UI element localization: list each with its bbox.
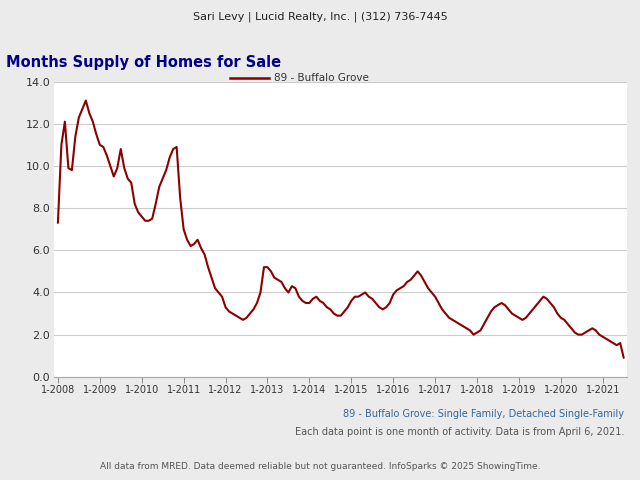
Text: Months Supply of Homes for Sale: Months Supply of Homes for Sale [6,55,282,70]
Text: Sari Levy | Lucid Realty, Inc. | (312) 736-7445: Sari Levy | Lucid Realty, Inc. | (312) 7… [193,12,447,23]
Text: Each data point is one month of activity. Data is from April 6, 2021.: Each data point is one month of activity… [294,427,624,437]
Text: 89 - Buffalo Grove: 89 - Buffalo Grove [274,73,369,83]
Text: 89 - Buffalo Grove: Single Family, Detached Single-Family: 89 - Buffalo Grove: Single Family, Detac… [343,409,624,419]
Text: All data from MRED. Data deemed reliable but not guaranteed. InfoSparks © 2025 S: All data from MRED. Data deemed reliable… [100,462,540,471]
